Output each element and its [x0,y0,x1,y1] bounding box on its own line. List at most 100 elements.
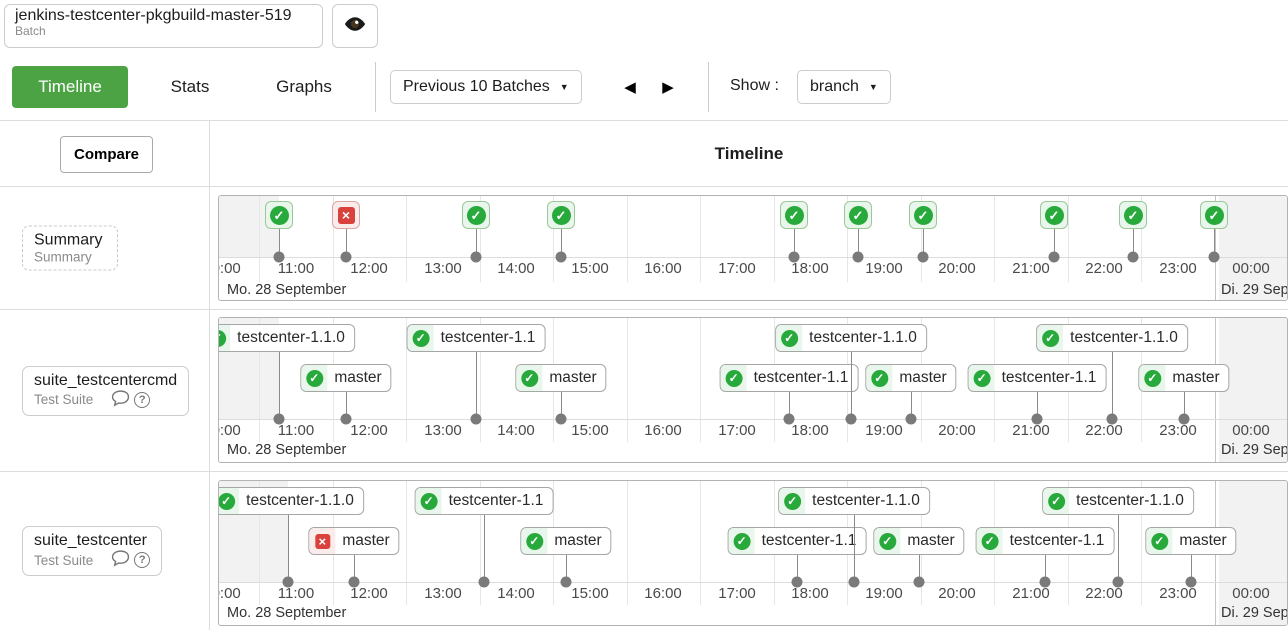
event-dot[interactable] [845,413,857,425]
check-circle-icon: ✓ [516,365,543,391]
build-label-testcenter-1.1.0[interactable]: ✓ testcenter-1.1.0 [1042,487,1194,515]
help-icon[interactable]: ? [134,552,151,568]
sidebar-card-suite_testcenter[interactable]: suite_testcenter Test Suite? [22,526,163,576]
event-dot[interactable] [1112,576,1124,588]
build-label-testcenter-1.1[interactable]: ✓ testcenter-1.1 [727,527,867,555]
event-dot[interactable] [1106,413,1118,425]
build-label-master[interactable]: ✓ master [515,364,607,392]
event-dot[interactable] [917,251,929,263]
comment-icon[interactable] [111,389,130,410]
build-pass-marker[interactable]: ✓ [780,201,808,229]
build-pass-marker[interactable]: ✓ [1119,201,1147,229]
build-label-testcenter-1.1.0[interactable]: ✓ testcenter-1.1.0 [219,487,364,515]
time-tick-label: 11:00 [277,422,315,439]
event-dot[interactable] [1178,413,1190,425]
sidebar-card-suite_testcentercmd[interactable]: suite_testcentercmd Test Suite? [22,365,190,416]
hour-gridline [406,196,407,282]
status-glyph: ✓ [725,369,743,387]
build-label-testcenter-1.1[interactable]: ✓ testcenter-1.1 [406,324,546,352]
build-pass-marker[interactable]: ✓ [844,201,872,229]
x-square-icon: × [337,206,355,224]
build-label-testcenter-1.1[interactable]: ✓ testcenter-1.1 [975,527,1115,555]
status-glyph: ✓ [870,369,888,387]
event-dot[interactable] [852,251,864,263]
event-dot[interactable] [282,576,294,588]
time-tick-label: 15:00 [571,585,609,602]
time-tick-label: 14:00 [497,585,535,602]
tab-stats[interactable]: Stats [170,77,210,96]
previous-batch-button[interactable]: ◀ [617,73,643,101]
time-tick-label: 14:00 [497,260,535,277]
batch-selector[interactable]: jenkins-testcenter-pkgbuild-master-519 B… [4,4,323,48]
time-tick-label: 00:00 [1232,422,1270,439]
hour-gridline [259,318,260,442]
build-label-master[interactable]: ✓ master [873,527,965,555]
build-pass-marker[interactable]: ✓ [462,201,490,229]
build-label-text: master [907,532,955,549]
comment-icon[interactable] [111,550,130,570]
event-dot[interactable] [470,413,482,425]
event-dot[interactable] [788,251,800,263]
sidebar-card-subtitle: Test Suite? [34,550,151,570]
event-dot[interactable] [913,576,925,588]
build-label-testcenter-1.1[interactable]: ✓ testcenter-1.1 [414,487,554,515]
event-dot[interactable] [348,576,360,588]
build-label-testcenter-1.1.0[interactable]: ✓ testcenter-1.1.0 [775,324,927,352]
event-dot[interactable] [340,413,352,425]
event-dot[interactable] [1031,413,1043,425]
build-label-master[interactable]: × master [308,527,400,555]
build-pass-marker[interactable]: ✓ [1200,201,1228,229]
build-label-testcenter-1.1[interactable]: ✓ testcenter-1.1 [967,364,1107,392]
batch-type-label: Batch [15,24,46,38]
build-label-testcenter-1.1.0[interactable]: ✓ testcenter-1.1.0 [778,487,930,515]
event-dot[interactable] [273,251,285,263]
build-label-master[interactable]: ✓ master [1138,364,1230,392]
check-circle-icon: ✓ [551,205,571,225]
help-icon[interactable]: ? [134,391,151,408]
build-pass-marker[interactable]: ✓ [547,201,575,229]
sidebar-card-subtitle-text: Summary [34,249,92,265]
build-label-testcenter-1.1[interactable]: ✓ testcenter-1.1 [719,364,859,392]
next-batch-button[interactable]: ▶ [655,73,681,101]
check-circle-icon: ✓ [521,528,548,554]
event-dot[interactable] [340,251,352,263]
build-label-master[interactable]: ✓ master [865,364,957,392]
event-dot[interactable] [273,413,285,425]
build-label-testcenter-1.1.0[interactable]: ✓ testcenter-1.1.0 [1036,324,1188,352]
build-label-master[interactable]: ✓ master [520,527,612,555]
event-dot[interactable] [560,576,572,588]
build-label-testcenter-1.1.0[interactable]: ✓ testcenter-1.1.0 [219,324,355,352]
build-label-text: master [899,369,947,386]
batch-range-dropdown[interactable]: Previous 10 Batches ▼ [390,70,582,104]
tab-timeline[interactable]: Timeline [12,66,128,108]
event-dot[interactable] [1048,251,1060,263]
build-label-text: master [1172,369,1220,386]
event-dot[interactable] [470,251,482,263]
compare-button[interactable]: Compare [60,136,153,173]
visibility-button[interactable] [332,4,378,48]
build-pass-marker[interactable]: ✓ [909,201,937,229]
build-label-master[interactable]: ✓ master [1145,527,1237,555]
toolbar: Timeline Stats Graphs Previous 10 Batche… [0,55,1288,121]
event-stem [561,229,562,257]
tab-graphs[interactable]: Graphs [276,77,332,96]
build-pass-marker[interactable]: ✓ [1040,201,1068,229]
build-pass-marker[interactable]: ✓ [265,201,293,229]
event-dot[interactable] [848,576,860,588]
event-dot[interactable] [791,576,803,588]
build-fail-marker[interactable]: × [332,201,360,229]
sidebar-card-Summary[interactable]: Summary Summary [22,225,118,271]
event-dot[interactable] [555,413,567,425]
event-dot[interactable] [1039,576,1051,588]
build-label-master[interactable]: ✓ master [300,364,392,392]
event-dot[interactable] [1185,576,1197,588]
event-dot[interactable] [555,251,567,263]
time-tick-label: 15:00 [571,422,609,439]
event-dot[interactable] [783,413,795,425]
build-label-text: testcenter-1.1 [440,329,536,346]
event-dot[interactable] [905,413,917,425]
event-dot[interactable] [478,576,490,588]
event-dot[interactable] [1127,251,1139,263]
show-mode-dropdown[interactable]: branch ▼ [797,70,891,104]
event-dot[interactable] [1208,251,1220,263]
